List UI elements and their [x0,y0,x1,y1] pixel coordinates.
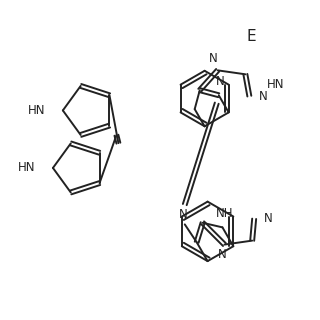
Text: N: N [218,248,227,261]
Text: HN: HN [28,104,45,117]
Text: N: N [179,208,187,221]
Text: NH: NH [216,207,233,220]
Text: E: E [246,28,256,44]
Text: N: N [209,52,218,65]
Text: N: N [259,90,268,103]
Text: HN: HN [267,78,285,91]
Text: N: N [264,212,273,225]
Text: N: N [216,75,225,88]
Text: HN: HN [18,161,35,174]
